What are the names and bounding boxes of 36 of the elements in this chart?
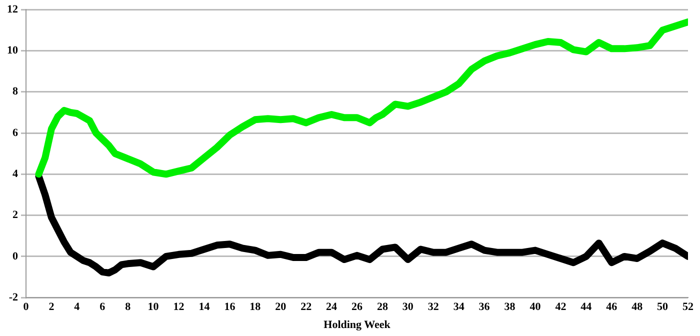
x-tick-label: 16 (224, 301, 236, 314)
x-tick-label: 20 (275, 301, 287, 314)
x-tick-label: 12 (173, 301, 185, 314)
x-tick-label: 28 (376, 301, 388, 314)
x-tick-label: 46 (606, 301, 618, 314)
x-tick-label: 24 (326, 301, 338, 314)
x-tick-label: 50 (657, 301, 669, 314)
x-tick-label: 52 (682, 301, 694, 314)
y-tick-label: 2 (12, 209, 18, 222)
x-tick-label: 8 (125, 301, 132, 314)
x-tick-label: 40 (530, 301, 542, 314)
x-tick-label: 26 (352, 301, 363, 314)
x-tick-label: 30 (402, 301, 414, 314)
x-tick-label: 6 (100, 301, 106, 314)
y-tick-label: 10 (7, 44, 18, 57)
y-tick-label: 4 (12, 168, 18, 180)
x-tick-label: 10 (148, 301, 160, 314)
x-tick-label: 44 (580, 301, 592, 314)
y-tick-label: 0 (12, 250, 18, 262)
y-tick-label: 6 (12, 126, 18, 139)
x-tick-label: 34 (453, 301, 465, 314)
x-tick-label: 18 (250, 301, 262, 314)
x-tick-label: 14 (198, 301, 210, 314)
x-tick-label: 0 (23, 301, 30, 314)
x-tick-label: 2 (48, 301, 55, 314)
x-tick-label: 38 (504, 301, 516, 314)
x-tick-label: 22 (300, 301, 312, 314)
y-tick-label: 12 (7, 3, 18, 16)
y-tick-label: -2 (8, 291, 18, 304)
x-axis-title: Holding Week (324, 319, 392, 332)
x-tick-label: 48 (632, 301, 644, 314)
y-tick-label: 8 (12, 86, 18, 98)
x-tick-label: 32 (428, 301, 440, 314)
x-tick-label: 4 (74, 301, 80, 314)
x-tick-label: 42 (555, 301, 567, 314)
x-tick-label: 36 (478, 301, 490, 314)
